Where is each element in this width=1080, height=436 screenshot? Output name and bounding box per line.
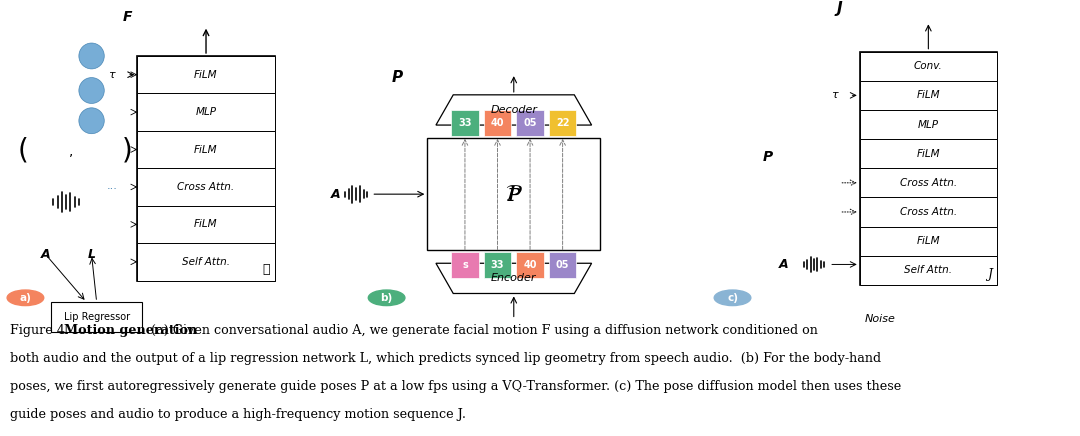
Bar <box>137 168 274 206</box>
Text: A: A <box>41 248 51 261</box>
Text: 05: 05 <box>556 260 569 270</box>
Text: ): ) <box>122 137 133 165</box>
Text: P: P <box>391 70 403 85</box>
Bar <box>484 252 511 278</box>
Bar <box>451 110 478 136</box>
Text: both audio and the output of a lip regression network L, which predicts synced l: both audio and the output of a lip regre… <box>10 352 881 365</box>
Bar <box>137 131 274 168</box>
Text: poses, we first autoregressively generate guide poses P at a low fps using a VQ-: poses, we first autoregressively generat… <box>10 380 902 393</box>
Bar <box>451 252 478 278</box>
Text: ,: , <box>69 144 73 158</box>
Bar <box>137 56 274 280</box>
Text: $\mathcal{P}$: $\mathcal{P}$ <box>504 184 523 204</box>
Text: J: J <box>837 1 842 16</box>
Text: Cross Attn.: Cross Attn. <box>900 207 957 217</box>
Text: P: P <box>508 185 519 204</box>
Text: Figure 4.: Figure 4. <box>10 324 77 337</box>
Text: F: F <box>122 10 132 24</box>
Text: s: s <box>462 260 468 270</box>
Text: a): a) <box>19 293 31 303</box>
Bar <box>549 252 577 278</box>
Text: 05: 05 <box>524 118 537 128</box>
Polygon shape <box>436 95 592 125</box>
Text: Lip Regressor: Lip Regressor <box>64 312 130 322</box>
Bar <box>137 243 274 280</box>
Text: guide poses and audio to produce a high-frequency motion sequence J.: guide poses and audio to produce a high-… <box>10 408 467 421</box>
Bar <box>860 51 997 285</box>
Bar <box>51 302 143 332</box>
Text: Cross Attn.: Cross Attn. <box>900 178 957 188</box>
Text: FiLM: FiLM <box>917 90 941 100</box>
Text: (a) Given conversational audio A, we generate facial motion F using a diffusion : (a) Given conversational audio A, we gen… <box>147 324 818 337</box>
Bar <box>860 81 997 110</box>
Bar <box>860 227 997 255</box>
Bar <box>516 252 544 278</box>
Text: MLP: MLP <box>195 107 216 117</box>
Text: Cross Attn.: Cross Attn. <box>177 182 234 192</box>
Text: FiLM: FiLM <box>194 145 218 154</box>
Text: 40: 40 <box>490 118 504 128</box>
Text: FiLM: FiLM <box>194 219 218 229</box>
Text: Self Attn.: Self Attn. <box>183 257 230 267</box>
Text: τ: τ <box>108 70 116 80</box>
Bar <box>549 110 577 136</box>
Text: 22: 22 <box>556 118 569 128</box>
Text: τ: τ <box>831 90 838 100</box>
Circle shape <box>368 290 405 306</box>
Text: Noise: Noise <box>865 314 895 324</box>
Text: ℱ: ℱ <box>262 263 270 276</box>
Text: ᴘ: ᴘ <box>507 183 521 206</box>
Text: c): c) <box>727 293 738 303</box>
Text: (: ( <box>18 137 29 165</box>
Bar <box>860 168 997 198</box>
Text: P: P <box>764 150 773 164</box>
Bar <box>428 138 600 250</box>
Polygon shape <box>436 263 592 293</box>
Circle shape <box>8 290 44 306</box>
Text: ...: ... <box>107 181 118 191</box>
Bar <box>137 93 274 131</box>
Bar <box>484 110 511 136</box>
Text: Conv.: Conv. <box>914 61 943 71</box>
Text: FiLM: FiLM <box>917 149 941 159</box>
Circle shape <box>714 290 751 306</box>
Bar <box>860 139 997 168</box>
Ellipse shape <box>79 108 105 134</box>
Bar <box>860 198 997 227</box>
Ellipse shape <box>79 78 105 103</box>
Text: Self Attn.: Self Attn. <box>904 265 953 275</box>
Text: A: A <box>330 187 340 201</box>
Text: b): b) <box>380 293 393 303</box>
Bar <box>137 206 274 243</box>
Text: Decoder: Decoder <box>490 105 537 115</box>
Text: FiLM: FiLM <box>194 70 218 80</box>
Bar <box>137 56 274 93</box>
Text: L: L <box>87 248 95 261</box>
Bar <box>860 255 997 285</box>
Text: J: J <box>987 268 991 280</box>
Text: Encoder: Encoder <box>491 273 537 283</box>
Bar <box>860 110 997 139</box>
Ellipse shape <box>79 43 105 69</box>
Bar <box>516 110 544 136</box>
Text: FiLM: FiLM <box>917 236 941 246</box>
Text: 33: 33 <box>490 260 504 270</box>
Bar <box>860 51 997 81</box>
Text: A: A <box>779 258 788 271</box>
Text: 40: 40 <box>524 260 537 270</box>
Text: MLP: MLP <box>918 119 939 129</box>
Text: 33: 33 <box>458 118 472 128</box>
Text: Motion generation: Motion generation <box>64 324 198 337</box>
